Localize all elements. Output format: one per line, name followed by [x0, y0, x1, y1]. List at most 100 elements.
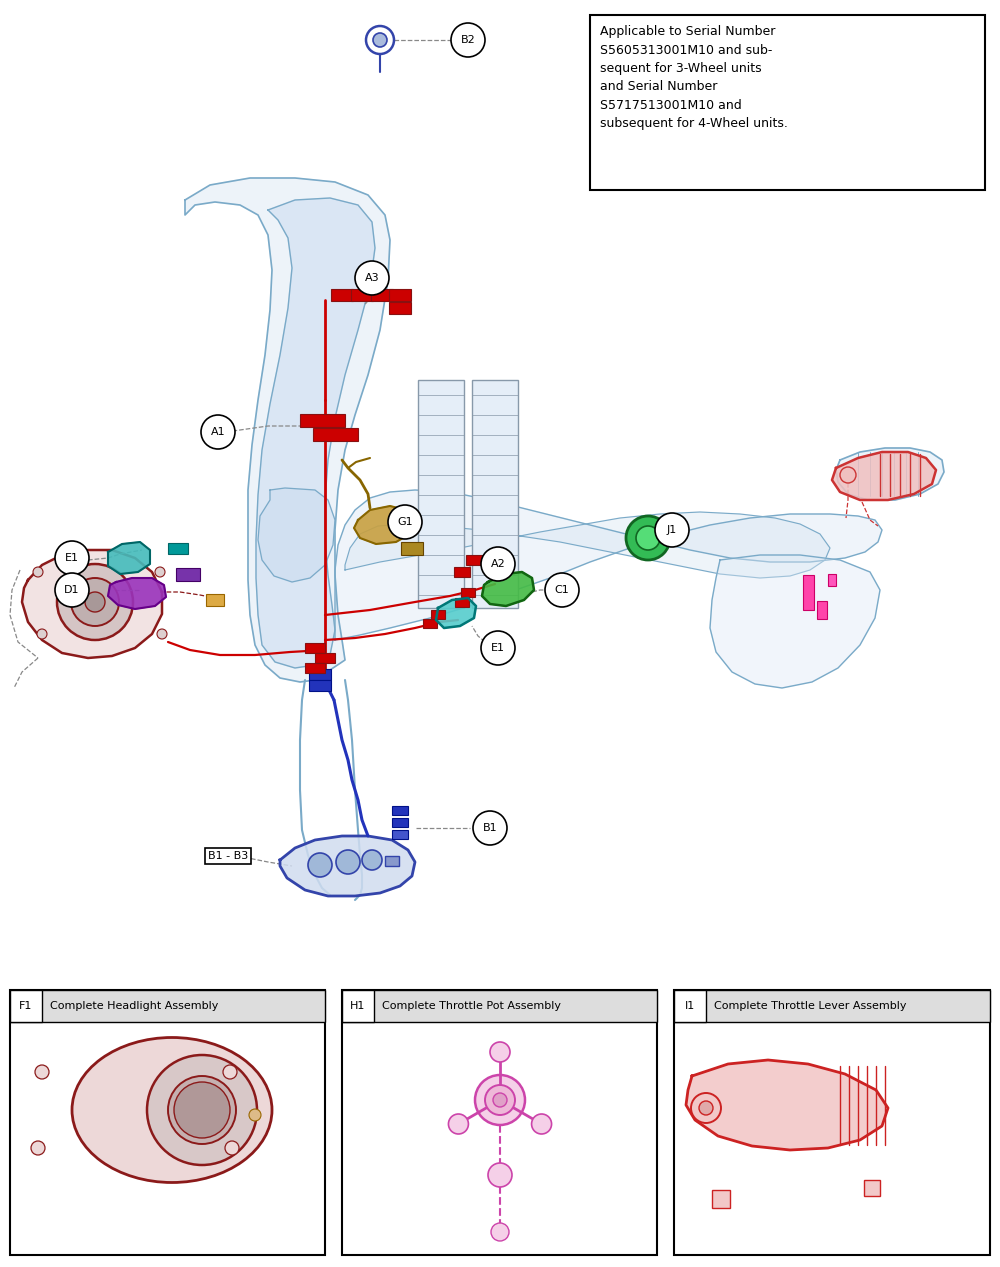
- Text: A3: A3: [365, 272, 379, 283]
- Bar: [312, 427, 358, 441]
- Text: B1: B1: [483, 824, 497, 832]
- Text: Applicable to Serial Number
S5605313001M10 and sub-
sequent for 3-Wheel units
an: Applicable to Serial Number S5605313001M…: [600, 25, 788, 131]
- Circle shape: [545, 573, 579, 607]
- Bar: [674, 990, 706, 1022]
- Circle shape: [473, 811, 507, 845]
- Circle shape: [157, 628, 167, 639]
- Bar: [331, 289, 353, 302]
- Text: E1: E1: [491, 642, 505, 653]
- Bar: [461, 588, 475, 597]
- Polygon shape: [335, 490, 882, 640]
- Circle shape: [485, 1085, 515, 1115]
- Bar: [802, 574, 814, 609]
- Text: C1: C1: [555, 585, 569, 595]
- Bar: [828, 574, 836, 587]
- Polygon shape: [256, 198, 375, 668]
- Bar: [168, 542, 188, 554]
- Polygon shape: [345, 512, 830, 578]
- Bar: [454, 568, 470, 576]
- Polygon shape: [686, 1060, 888, 1150]
- Bar: [351, 289, 373, 302]
- Circle shape: [223, 1066, 237, 1079]
- Circle shape: [249, 1109, 261, 1121]
- Bar: [389, 289, 411, 302]
- Circle shape: [31, 1142, 45, 1156]
- Text: J1: J1: [667, 525, 677, 535]
- Circle shape: [174, 1082, 230, 1138]
- Polygon shape: [108, 578, 166, 609]
- Ellipse shape: [147, 1055, 257, 1164]
- Text: B2: B2: [461, 35, 475, 46]
- Bar: [342, 990, 657, 1256]
- Circle shape: [308, 853, 332, 877]
- Circle shape: [840, 468, 856, 483]
- Circle shape: [532, 1114, 552, 1134]
- Bar: [455, 598, 469, 607]
- Bar: [392, 830, 408, 839]
- Circle shape: [201, 416, 235, 449]
- Circle shape: [490, 1041, 510, 1062]
- Circle shape: [35, 1066, 49, 1079]
- Bar: [712, 1190, 730, 1207]
- Polygon shape: [436, 598, 476, 628]
- Circle shape: [655, 513, 689, 547]
- Polygon shape: [482, 571, 534, 606]
- Bar: [206, 594, 224, 606]
- Text: Complete Throttle Pot Assembly: Complete Throttle Pot Assembly: [382, 1001, 561, 1011]
- Circle shape: [85, 592, 105, 612]
- Circle shape: [699, 1101, 713, 1115]
- Text: I1: I1: [685, 1001, 695, 1011]
- Text: G1: G1: [397, 517, 413, 527]
- Text: A2: A2: [491, 559, 505, 569]
- Bar: [10, 990, 325, 1256]
- Bar: [385, 856, 399, 867]
- Circle shape: [636, 526, 660, 550]
- Circle shape: [366, 27, 394, 54]
- Bar: [10, 990, 42, 1022]
- Circle shape: [71, 578, 119, 626]
- Circle shape: [33, 568, 43, 576]
- Bar: [418, 380, 464, 608]
- Bar: [431, 609, 445, 618]
- Circle shape: [355, 261, 389, 295]
- Circle shape: [57, 564, 133, 640]
- Text: Complete Headlight Assembly: Complete Headlight Assembly: [50, 1001, 218, 1011]
- Bar: [305, 663, 325, 673]
- Bar: [305, 642, 325, 653]
- Polygon shape: [22, 550, 162, 658]
- Circle shape: [362, 850, 382, 870]
- Polygon shape: [354, 506, 414, 544]
- Circle shape: [373, 33, 387, 47]
- Polygon shape: [280, 836, 415, 896]
- Bar: [10, 990, 325, 1022]
- Bar: [315, 653, 335, 663]
- Polygon shape: [832, 452, 936, 500]
- Circle shape: [493, 1093, 507, 1107]
- Circle shape: [55, 541, 89, 575]
- Text: H1: H1: [350, 1001, 366, 1011]
- Circle shape: [481, 547, 515, 582]
- Circle shape: [488, 1163, 512, 1187]
- Circle shape: [155, 568, 165, 576]
- Bar: [466, 555, 482, 565]
- Polygon shape: [836, 449, 944, 500]
- Bar: [309, 669, 331, 679]
- Circle shape: [55, 573, 89, 607]
- Bar: [342, 990, 374, 1022]
- Circle shape: [336, 850, 360, 874]
- Polygon shape: [710, 555, 880, 688]
- Bar: [176, 568, 200, 580]
- Circle shape: [626, 516, 670, 560]
- Bar: [423, 620, 437, 628]
- Circle shape: [481, 631, 515, 665]
- Bar: [674, 990, 990, 1022]
- Text: B1 - B3: B1 - B3: [208, 851, 248, 862]
- Text: D1: D1: [64, 585, 80, 595]
- Text: E1: E1: [65, 552, 79, 563]
- Bar: [401, 541, 423, 555]
- Circle shape: [691, 1093, 721, 1123]
- Circle shape: [37, 628, 47, 639]
- Circle shape: [475, 1074, 525, 1125]
- Text: A1: A1: [211, 427, 225, 437]
- Bar: [392, 806, 408, 815]
